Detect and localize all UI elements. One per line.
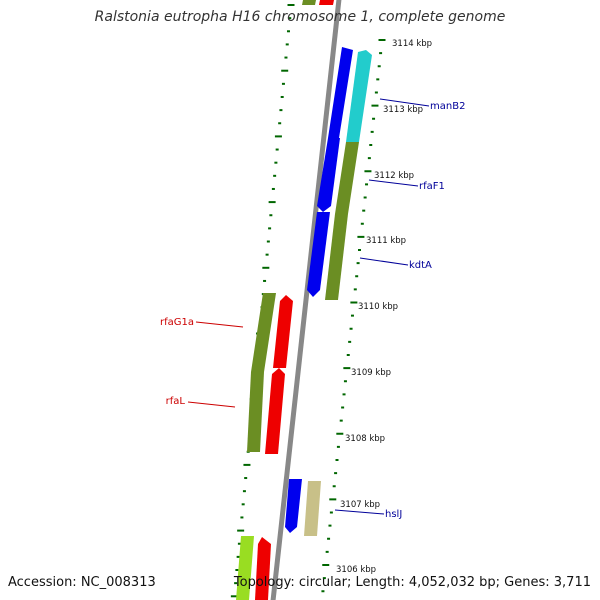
leader-line-rfaG1a [195,321,244,328]
gene-feature-manB2[interactable] [346,50,372,142]
page-title: Ralstonia eutropha H16 chromosome 1, com… [94,9,506,25]
gene-label-hslJ[interactable]: hslJ [385,509,402,520]
scale-label: 3109 kbp [351,368,391,378]
gene-feature-blue[interactable] [307,212,330,297]
gene-features [236,0,372,600]
gene-feature-red[interactable] [265,368,285,454]
chromosome-backbone [270,0,342,600]
leader-line-rfaF1 [368,179,419,187]
genome-summary-text: Topology: circular; Length: 4,052,032 bp… [233,575,591,590]
gene-feature-hslJ[interactable] [304,481,321,536]
gene-feature-rfaL[interactable] [247,372,264,452]
gene-feature-blue[interactable] [328,47,353,138]
gene-feature-red[interactable] [255,537,271,600]
gene-feature-blue[interactable] [285,479,302,533]
gene-labels: manB2 rfaF1 kdtA rfaG1a rfaL hslJ [160,101,465,520]
scale-label: 3114 kbp [392,39,432,49]
scale-label: 3113 kbp [383,105,423,115]
scale-label: 3106 kbp [336,565,376,575]
gene-feature-olive[interactable] [302,0,316,5]
leader-line-kdtA [359,257,409,266]
gene-feature-rfaF1[interactable] [335,142,359,214]
accession-text: Accession: NC_008313 [8,575,156,590]
gene-feature-red[interactable] [273,295,293,368]
label-leader-lines [187,98,430,515]
scale-label: 3107 kbp [340,500,380,510]
gene-feature-rfaG1a[interactable] [251,293,276,372]
gene-label-rfaG1a[interactable]: rfaG1a [160,317,194,328]
gene-label-rfaF1[interactable]: rfaF1 [419,181,445,192]
scale-label: 3111 kbp [366,236,406,246]
gene-label-kdtA[interactable]: kdtA [409,260,432,271]
scale-label: 3108 kbp [345,434,385,444]
gene-feature-lime[interactable] [236,536,254,600]
gene-label-manB2[interactable]: manB2 [430,101,465,112]
gene-feature-kdtA[interactable] [325,214,348,300]
scale-labels: 3114 kbp 3113 kbp 3112 kbp 3111 kbp 3110… [336,39,432,575]
leader-line-rfaL [187,401,236,408]
gene-feature-blue[interactable] [317,138,340,212]
gene-label-rfaL[interactable]: rfaL [166,396,186,407]
leader-line-manB2 [379,98,430,107]
leader-line-hslJ [334,509,385,515]
gene-feature-red[interactable] [319,0,334,5]
scale-label: 3110 kbp [358,302,398,312]
scale-label: 3112 kbp [374,171,414,181]
